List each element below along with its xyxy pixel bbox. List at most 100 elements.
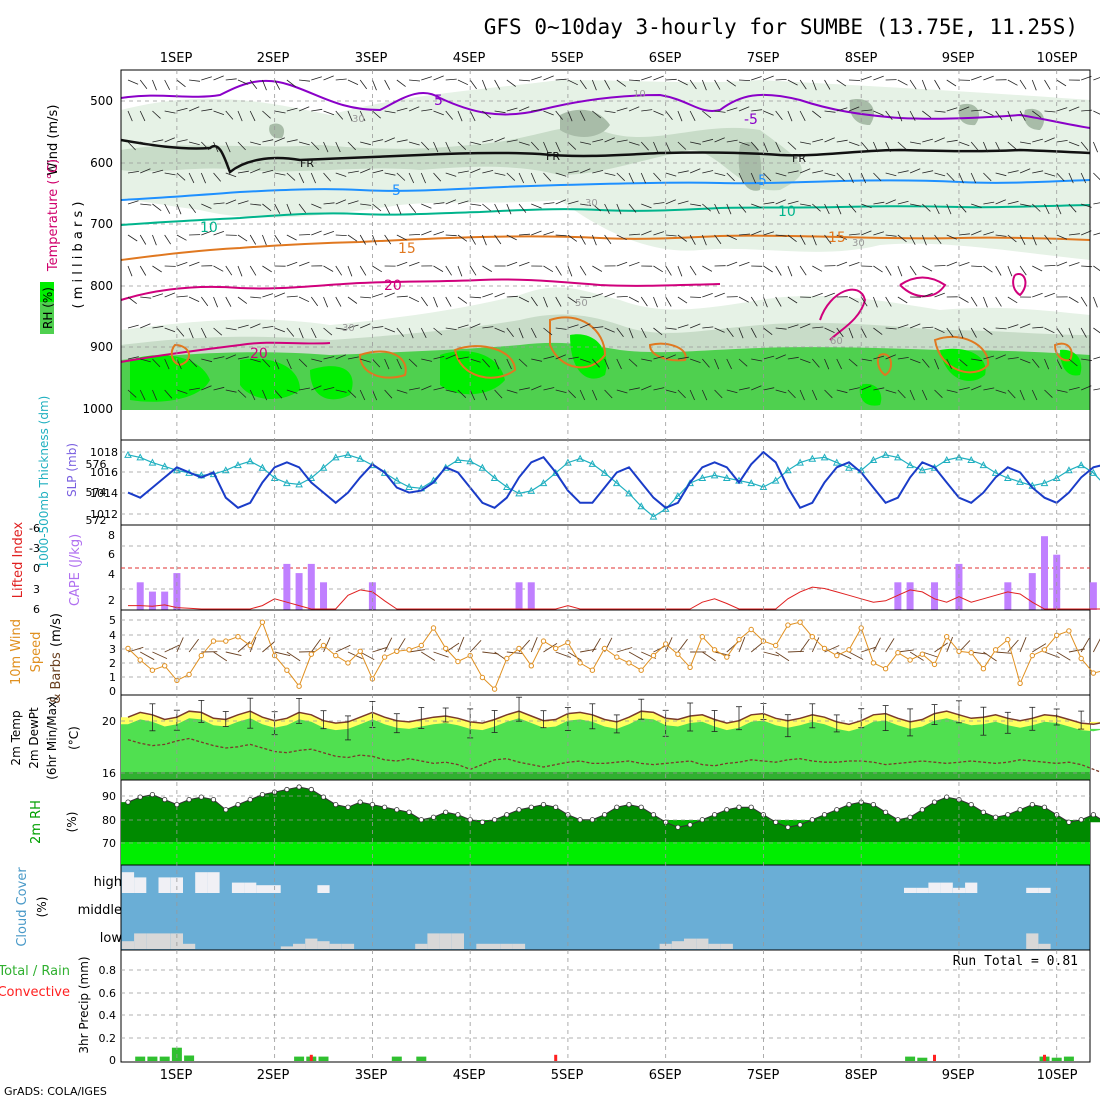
wind-speed-point — [895, 650, 901, 656]
upper-wind-barb — [152, 234, 157, 246]
upper-wind-barb — [934, 110, 946, 113]
cape-bar — [136, 582, 144, 610]
upper-wind-barb — [909, 389, 915, 401]
temp-contour-20 — [120, 273, 1027, 341]
upper-wind-barb — [445, 234, 457, 237]
upper-wind-barb — [274, 137, 285, 143]
cape-bars — [136, 536, 1097, 610]
upper-wind-barb — [482, 234, 487, 246]
wind-speed-point — [809, 634, 815, 640]
upper-wind-barb — [530, 327, 537, 338]
upper-wind-barb — [616, 139, 628, 143]
bottom-date-label: 7SEP — [747, 1068, 780, 1083]
upper-wind-barb — [519, 79, 531, 82]
cloud-high-bar — [1026, 887, 1039, 893]
upper-wind-barb — [482, 265, 493, 272]
upper-wind-barb — [189, 387, 200, 391]
upper-wind-barb — [714, 203, 720, 215]
precip-total-bar — [184, 1055, 195, 1061]
cloud-high-bar — [244, 882, 257, 893]
upper-wind-barb — [934, 265, 946, 267]
upper-wind-barb — [127, 324, 139, 329]
contour-label: 30 — [585, 198, 598, 209]
upper-wind-barb — [543, 202, 555, 205]
upper-wind-barb — [567, 79, 578, 86]
bottom-date-label: 6SEP — [649, 1068, 682, 1083]
upper-wind-barb — [1056, 358, 1063, 369]
contour-label: 60 — [830, 336, 843, 347]
upper-wind-barb — [420, 296, 428, 307]
rh-point — [247, 796, 253, 803]
top-date-label: 1SEP — [160, 51, 193, 66]
rh-point — [394, 807, 400, 813]
upper-wind-barb — [616, 234, 627, 241]
upper-wind-barb — [213, 296, 218, 308]
upper-wind-barb — [701, 79, 707, 91]
rh-point — [882, 809, 889, 815]
upper-wind-barb — [494, 389, 503, 399]
upper-wind-barb — [909, 79, 917, 90]
upper-wind-barb — [518, 296, 530, 303]
upper-wind-barb — [1056, 261, 1068, 267]
upper-wind-barb — [726, 234, 737, 240]
upper-wind-barb — [250, 203, 262, 206]
upper-wind-barb — [286, 389, 298, 394]
upper-wind-barb — [970, 327, 977, 338]
upper-wind-barb — [567, 389, 576, 399]
upper-wind-barb — [848, 141, 860, 146]
upper-wind-barb — [335, 141, 341, 153]
slp-panel: 576 574 572 1018 1016 1014 1012 1000-500… — [37, 396, 1100, 568]
rh-point — [162, 796, 168, 803]
upper-wind-barb — [702, 265, 713, 272]
thickness-point — [588, 459, 597, 467]
upper-wind-barb — [653, 327, 663, 336]
cape-tick: 6 — [108, 548, 115, 561]
upper-wind-barb — [653, 202, 665, 205]
upper-wind-barb — [396, 327, 405, 337]
rh-point — [577, 817, 583, 823]
rh-point — [809, 817, 815, 823]
upper-wind-barb — [1093, 172, 1100, 181]
cloud-high-bar — [231, 882, 245, 893]
cloud-low-bar — [696, 938, 709, 949]
wind-tick: 5 — [109, 614, 116, 627]
upper-wind-barb — [775, 141, 781, 153]
upper-wind-barb — [176, 203, 182, 215]
upper-wind-barb — [714, 327, 725, 333]
upper-wind-barb — [494, 327, 505, 333]
rh-point — [381, 804, 388, 810]
cloud-high-bar — [256, 885, 269, 893]
upper-wind-barb — [958, 233, 970, 236]
upper-wind-barb — [665, 199, 676, 205]
upper-wind-barb — [787, 110, 793, 122]
surface-wind-barb — [763, 651, 780, 657]
upper-wind-barb — [958, 262, 970, 267]
rh-point — [614, 804, 620, 810]
upper-wind-barb — [494, 203, 500, 214]
upper-wind-barb — [347, 324, 359, 329]
upper-wind-barb — [873, 355, 885, 360]
upper-wind-barb — [702, 326, 714, 329]
upper-wind-barb — [763, 172, 772, 182]
cape-bar — [1028, 573, 1036, 610]
upper-wind-barb — [775, 327, 787, 330]
cloud-low-bar — [183, 943, 196, 949]
upper-wind-barb — [751, 385, 762, 391]
cape-bar — [894, 582, 902, 610]
rh-tick: 70 — [102, 837, 116, 850]
upper-wind-barb — [848, 296, 859, 303]
upper-wind-barb — [213, 202, 225, 205]
upper-wind-barb — [1056, 203, 1062, 215]
upper-wind-barb — [738, 358, 748, 367]
slp-line — [127, 450, 1100, 510]
upper-wind-barb — [885, 141, 891, 153]
upper-wind-barb — [420, 141, 430, 151]
upper-wind-barb — [726, 172, 735, 182]
upper-wind-barb — [518, 172, 525, 184]
wind-speed-point — [137, 657, 143, 663]
upper-wind-barb — [555, 265, 562, 276]
upper-wind-barb — [787, 141, 797, 150]
precip-panel: Run Total = 0.81 0.8 0.6 0.4 0.2 0 Total… — [0, 949, 1091, 1067]
upper-wind-barb — [127, 171, 139, 174]
upper-wind-barb — [470, 323, 481, 329]
